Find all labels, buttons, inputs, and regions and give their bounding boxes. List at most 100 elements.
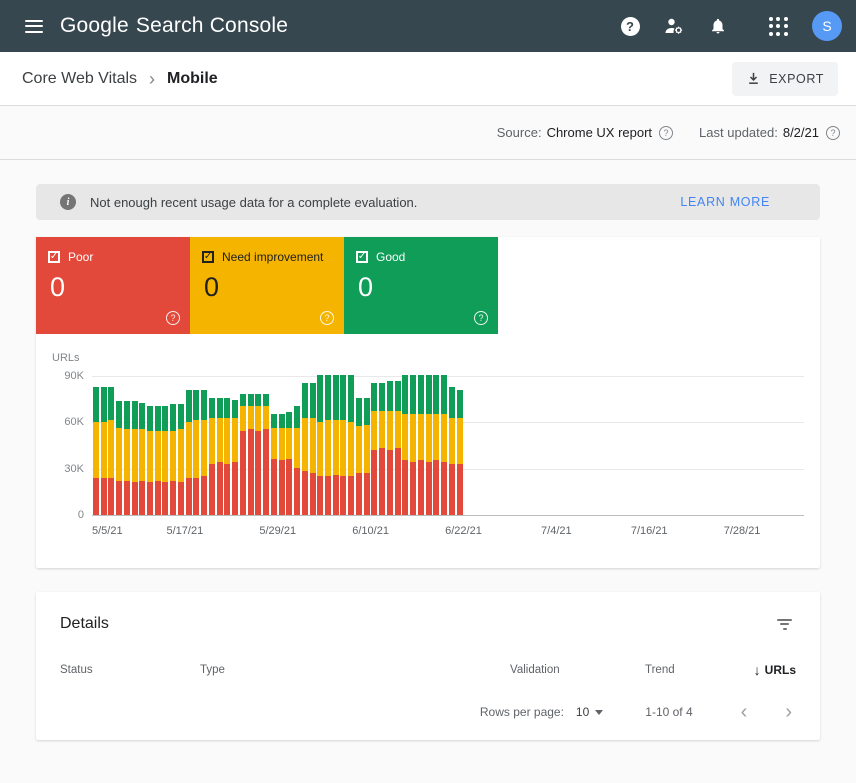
menu-icon[interactable] xyxy=(14,6,54,46)
chart-bar[interactable] xyxy=(139,402,146,515)
help-icon[interactable] xyxy=(659,125,674,140)
chart-bar[interactable] xyxy=(255,393,262,515)
report-meta-row: Source: Chrome UX report Last updated: 8… xyxy=(0,106,856,160)
chart-bar[interactable] xyxy=(348,374,355,515)
chart-bar[interactable] xyxy=(433,374,440,515)
bar-segment-poor xyxy=(301,471,308,515)
column-validation[interactable]: Validation xyxy=(510,664,560,676)
chart-bar[interactable] xyxy=(146,405,153,515)
rows-per-page-select[interactable]: 10 xyxy=(576,705,604,719)
chart-bar[interactable] xyxy=(317,374,324,515)
chart-bar[interactable] xyxy=(270,413,277,515)
chart-bar[interactable] xyxy=(170,404,177,515)
bar-segment-need-improvement xyxy=(185,421,192,478)
help-icon[interactable] xyxy=(474,311,488,325)
bar-segment-poor xyxy=(394,448,401,515)
x-tick: 6/22/21 xyxy=(445,525,482,537)
chart-bar[interactable] xyxy=(324,374,331,515)
column-type[interactable]: Type xyxy=(200,664,225,676)
chart-bar[interactable] xyxy=(263,393,270,515)
chart-bar[interactable] xyxy=(286,412,293,515)
bar-segment-need-improvement xyxy=(131,429,138,483)
breadcrumb-section[interactable]: Core Web Vitals xyxy=(22,69,138,87)
status-box-poor[interactable]: Poor 0 xyxy=(36,237,190,334)
bar-segment-good xyxy=(139,402,146,430)
chart-bar[interactable] xyxy=(332,374,339,515)
chart-bar[interactable] xyxy=(278,413,285,515)
chart-bar[interactable] xyxy=(208,398,215,515)
bar-segment-good xyxy=(208,398,215,419)
filter-icon[interactable] xyxy=(773,612,796,636)
chart-bar[interactable] xyxy=(441,374,448,515)
avatar[interactable]: S xyxy=(812,11,842,41)
chart-bar[interactable] xyxy=(201,390,208,515)
chart-bar[interactable] xyxy=(239,393,246,515)
chart-bar[interactable] xyxy=(154,405,161,515)
bar-segment-need-improvement xyxy=(340,419,347,477)
previous-page-icon[interactable] xyxy=(737,702,752,722)
chart-bar[interactable] xyxy=(301,382,308,515)
user-settings-icon[interactable] xyxy=(654,6,694,46)
bar-segment-poor xyxy=(355,472,362,515)
help-icon[interactable] xyxy=(320,311,334,325)
column-urls-sorted[interactable]: URLs xyxy=(754,662,796,678)
status-box-good[interactable]: Good 0 xyxy=(344,237,498,334)
help-icon[interactable] xyxy=(166,311,180,325)
chart-bar[interactable] xyxy=(193,390,200,515)
chart-bar[interactable] xyxy=(340,374,347,515)
chart-bar[interactable] xyxy=(394,381,401,515)
chart-bar[interactable] xyxy=(224,398,231,515)
chart-bar[interactable] xyxy=(131,401,138,515)
chart-bar[interactable] xyxy=(100,387,107,515)
chart-bar[interactable] xyxy=(294,405,301,515)
learn-more-link[interactable]: LEARN MORE xyxy=(680,195,770,209)
chart-bar[interactable] xyxy=(92,387,99,515)
need-improvement-checkbox-icon[interactable] xyxy=(202,251,214,263)
chart-bar[interactable] xyxy=(116,401,123,515)
bar-segment-need-improvement xyxy=(270,427,277,459)
chart-bar[interactable] xyxy=(162,405,169,515)
chart-bar[interactable] xyxy=(185,390,192,515)
help-icon[interactable] xyxy=(826,125,840,140)
notifications-icon[interactable] xyxy=(698,6,738,46)
chart-bar[interactable] xyxy=(309,382,316,515)
chart-bar[interactable] xyxy=(386,381,393,515)
column-trend[interactable]: Trend xyxy=(645,664,675,676)
poor-checkbox-icon[interactable] xyxy=(48,251,60,263)
chart-bar[interactable] xyxy=(108,387,115,515)
chart-bar[interactable] xyxy=(417,374,424,515)
bar-segment-good xyxy=(170,404,177,431)
chart-bar[interactable] xyxy=(355,398,362,515)
chart-bar[interactable] xyxy=(247,393,254,515)
export-button[interactable]: EXPORT xyxy=(732,61,838,96)
chart-bar[interactable] xyxy=(456,390,463,515)
chart-bar[interactable] xyxy=(216,398,223,515)
bar-segment-need-improvement xyxy=(324,419,331,477)
chart-bar[interactable] xyxy=(177,404,184,515)
chart-bar[interactable] xyxy=(410,374,417,515)
chart-bar[interactable] xyxy=(371,382,378,515)
bar-segment-poor xyxy=(448,463,455,515)
bar-segment-poor xyxy=(379,448,386,515)
chart-bar[interactable] xyxy=(448,387,455,515)
good-checkbox-icon[interactable] xyxy=(356,251,368,263)
chart-bar[interactable] xyxy=(379,382,386,515)
chart-bar[interactable] xyxy=(425,374,432,515)
chart-bar[interactable] xyxy=(402,374,409,515)
chart-bar[interactable] xyxy=(123,401,130,515)
app-logo[interactable]: Google Search Console xyxy=(60,14,288,38)
bar-segment-good xyxy=(185,390,192,422)
bar-segment-poor xyxy=(185,477,192,515)
bar-segment-poor xyxy=(410,462,417,515)
next-page-icon[interactable] xyxy=(781,702,796,722)
bar-segment-poor xyxy=(433,460,440,515)
column-status[interactable]: Status xyxy=(60,664,93,676)
chart-bar[interactable] xyxy=(232,399,239,515)
apps-grid-icon[interactable] xyxy=(758,6,798,46)
help-icon[interactable] xyxy=(610,6,650,46)
chart-bar[interactable] xyxy=(363,398,370,515)
status-box-need-improvement[interactable]: Need improvement 0 xyxy=(190,237,344,334)
last-updated-info: Last updated: 8/2/21 xyxy=(699,125,840,140)
bar-segment-good xyxy=(317,374,324,422)
bar-segment-poor xyxy=(170,480,177,515)
